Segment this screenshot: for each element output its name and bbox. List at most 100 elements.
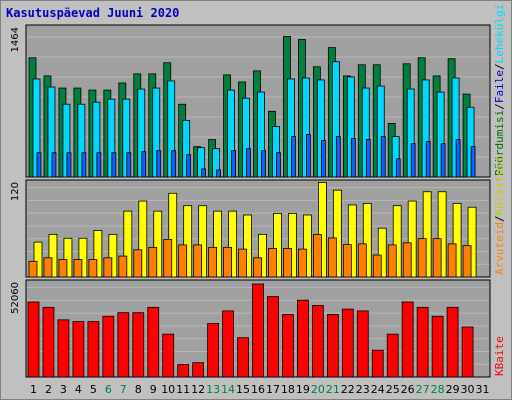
files-bar — [47, 86, 56, 178]
visits-bar — [407, 200, 417, 278]
pages-bar — [425, 141, 431, 178]
sites-bar — [73, 259, 83, 278]
files-bar — [62, 103, 71, 178]
kbytes-bar — [416, 306, 429, 378]
kbytes-bar — [192, 362, 205, 378]
kbytes-bar — [311, 305, 324, 378]
kbytes-ymax-label: 52060 — [10, 282, 21, 314]
files-bar — [92, 101, 101, 178]
kbytes-bar — [147, 306, 160, 378]
pages-bar — [276, 152, 281, 178]
kbytes-bar — [401, 301, 414, 378]
x-tick-label: 24 — [371, 383, 385, 396]
kbytes-bar — [297, 299, 309, 378]
pages-bar — [231, 150, 236, 178]
visits-bar — [303, 214, 312, 278]
visits-bar — [258, 233, 267, 278]
pages-bar — [66, 152, 72, 178]
pages-bar — [126, 152, 132, 178]
x-tick-label: 2 — [45, 383, 52, 396]
files-bar — [466, 106, 475, 178]
visits-bar — [467, 206, 477, 278]
kbytes-bar — [72, 321, 85, 378]
pages-bar — [96, 152, 102, 178]
sites-bar — [447, 243, 457, 278]
files-bar — [316, 79, 325, 178]
files-bar — [376, 85, 385, 178]
kbytes-bar — [431, 315, 444, 378]
x-tick-label: 29 — [446, 383, 460, 396]
visits-bar — [452, 202, 462, 278]
x-tick-label: 11 — [176, 383, 190, 396]
files-bar — [406, 88, 415, 178]
kbytes-bar — [267, 296, 279, 378]
sites-bar — [253, 257, 262, 278]
visits-bar — [347, 204, 357, 278]
files-bar — [421, 79, 430, 178]
pages-bar — [201, 168, 207, 178]
visits-bar — [213, 210, 223, 278]
files-bar — [331, 61, 340, 178]
sites-bar — [462, 245, 472, 278]
chart-title: Kasutuspäevad Juuni 2020 — [6, 6, 180, 20]
bottom-panel-legend: KBaite — [493, 336, 506, 376]
files-bar — [122, 98, 131, 178]
visits-bar — [198, 205, 208, 278]
pages-bar — [111, 152, 117, 178]
pages-bar — [171, 150, 177, 178]
files-bar — [227, 89, 235, 178]
files-bar — [77, 103, 86, 178]
pages-bar — [410, 143, 416, 178]
kbytes-bar — [326, 314, 339, 378]
kbytes-bar — [252, 283, 264, 378]
pages-bar — [36, 152, 42, 178]
files-bar — [257, 91, 265, 178]
sites-bar — [372, 254, 382, 278]
kbytes-bar — [356, 310, 369, 378]
kbytes-bar — [207, 323, 220, 378]
pages-bar — [216, 169, 222, 178]
x-tick-label: 9 — [150, 383, 157, 396]
x-tick-label: 13 — [206, 383, 220, 396]
visits-bar — [108, 233, 118, 278]
visits-bar — [78, 237, 88, 278]
pages-bar — [306, 134, 311, 178]
visits-bar — [33, 241, 43, 278]
x-tick-label: 6 — [105, 383, 112, 396]
sites-bar — [148, 246, 158, 278]
sites-bar — [283, 248, 292, 278]
sites-bar — [178, 244, 188, 278]
visits-bar — [153, 210, 163, 278]
visits-bar — [317, 182, 327, 278]
sites-bar — [402, 242, 412, 278]
pages-bar — [470, 146, 476, 178]
files-bar — [182, 119, 191, 178]
kbytes-bar — [132, 312, 145, 378]
kbytes-bar — [87, 321, 100, 378]
pages-bar — [261, 150, 266, 178]
pages-bar — [365, 139, 371, 178]
pages-bar — [291, 136, 296, 178]
sites-bar — [133, 249, 143, 278]
files-bar — [197, 147, 206, 178]
visits-bar — [273, 213, 282, 278]
pages-bar — [81, 152, 87, 178]
files-bar — [272, 126, 280, 178]
kbytes-bar — [446, 306, 459, 378]
files-bar — [346, 76, 355, 178]
sites-bar — [268, 248, 277, 278]
sites-bar — [312, 234, 322, 278]
pages-bar — [246, 148, 251, 178]
kbytes-bar — [27, 301, 40, 378]
kbytes-bar — [42, 306, 55, 378]
sites-bar — [28, 260, 38, 278]
sites-bar — [163, 238, 173, 278]
files-bar — [287, 78, 295, 178]
kbytes-bar — [117, 312, 130, 378]
pages-bar — [350, 138, 356, 178]
kbytes-bar — [102, 315, 115, 378]
x-tick-label: 18 — [281, 383, 295, 396]
pages-bar — [395, 158, 401, 178]
